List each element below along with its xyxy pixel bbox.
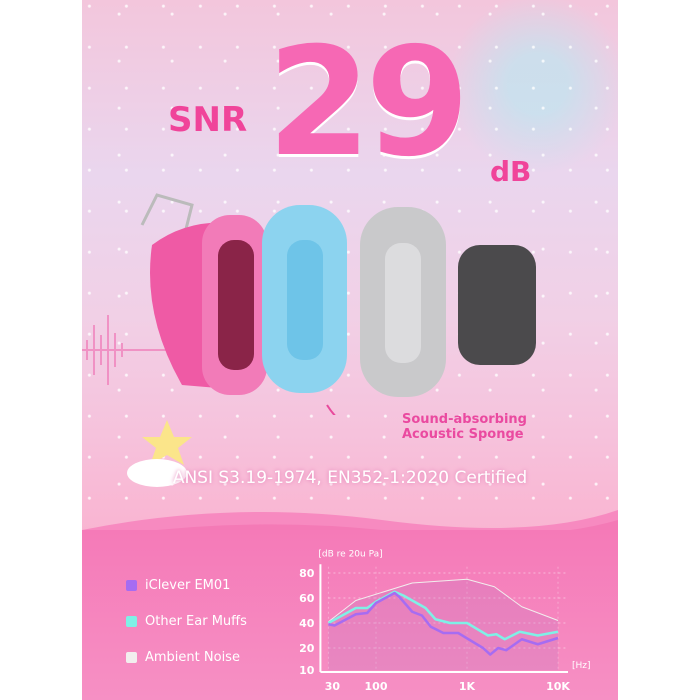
legend-swatch (126, 615, 137, 627)
ambient-area (328, 579, 558, 670)
black-foam-insert (458, 245, 536, 365)
y-tick-label: 80 (299, 567, 315, 580)
x-axis-label: [Hz] (572, 661, 591, 671)
series-line-1 (327, 590, 559, 641)
snr-label: SNR (168, 100, 248, 140)
callout-line1: Sound-absorbing (402, 412, 527, 427)
y-tick-label: 20 (299, 642, 315, 655)
ear-muff-parts (82, 193, 536, 415)
y-tick-label: 10 (299, 664, 315, 677)
noise-chart: 80 60 40 20 10 30 100 1K 10K [dB re 20u Pa] [Hz] (299, 549, 591, 693)
y-tick-label: 40 (299, 617, 315, 630)
callout-line2: Acoustic Sponge (402, 427, 524, 442)
series-line-0 (328, 591, 559, 656)
y-axis-label: [dB re 20u Pa] (318, 549, 382, 559)
legend-label: iClever EM01 (145, 577, 231, 593)
y-tick-label: 60 (299, 592, 315, 605)
product-image: SNR 29 dB Sound-absorbing Acoustic Spong… (82, 0, 618, 700)
legend-swatch (126, 651, 137, 663)
x-tick-label: 100 (365, 680, 388, 693)
legend-item: Ambient Noise (126, 639, 247, 675)
legend-label: Other Ear Muffs (145, 613, 247, 629)
series-line-2 (328, 578, 559, 623)
legend-item: Other Ear Muffs (126, 603, 247, 639)
arrow-icon (326, 404, 336, 415)
x-tick-label: 30 (325, 680, 341, 693)
legend: iClever EM01 Other Ear Muffs Ambient Noi… (126, 567, 247, 675)
certification-text: ANSI S3.19-1974, EN352-1:2020 Certified (172, 468, 528, 488)
legend-item: iClever EM01 (126, 567, 247, 603)
x-tick-label: 1K (459, 680, 476, 693)
legend-swatch (126, 579, 137, 591)
snr-unit: dB (490, 155, 532, 188)
legend-label: Ambient Noise (145, 649, 240, 665)
snr-value: 29 (267, 16, 470, 190)
headband-wire (140, 193, 194, 246)
sponge-callout: Sound-absorbing Acoustic Sponge (402, 412, 527, 442)
x-tick-label: 10K (546, 680, 570, 693)
star-cloud-icon (127, 420, 192, 487)
